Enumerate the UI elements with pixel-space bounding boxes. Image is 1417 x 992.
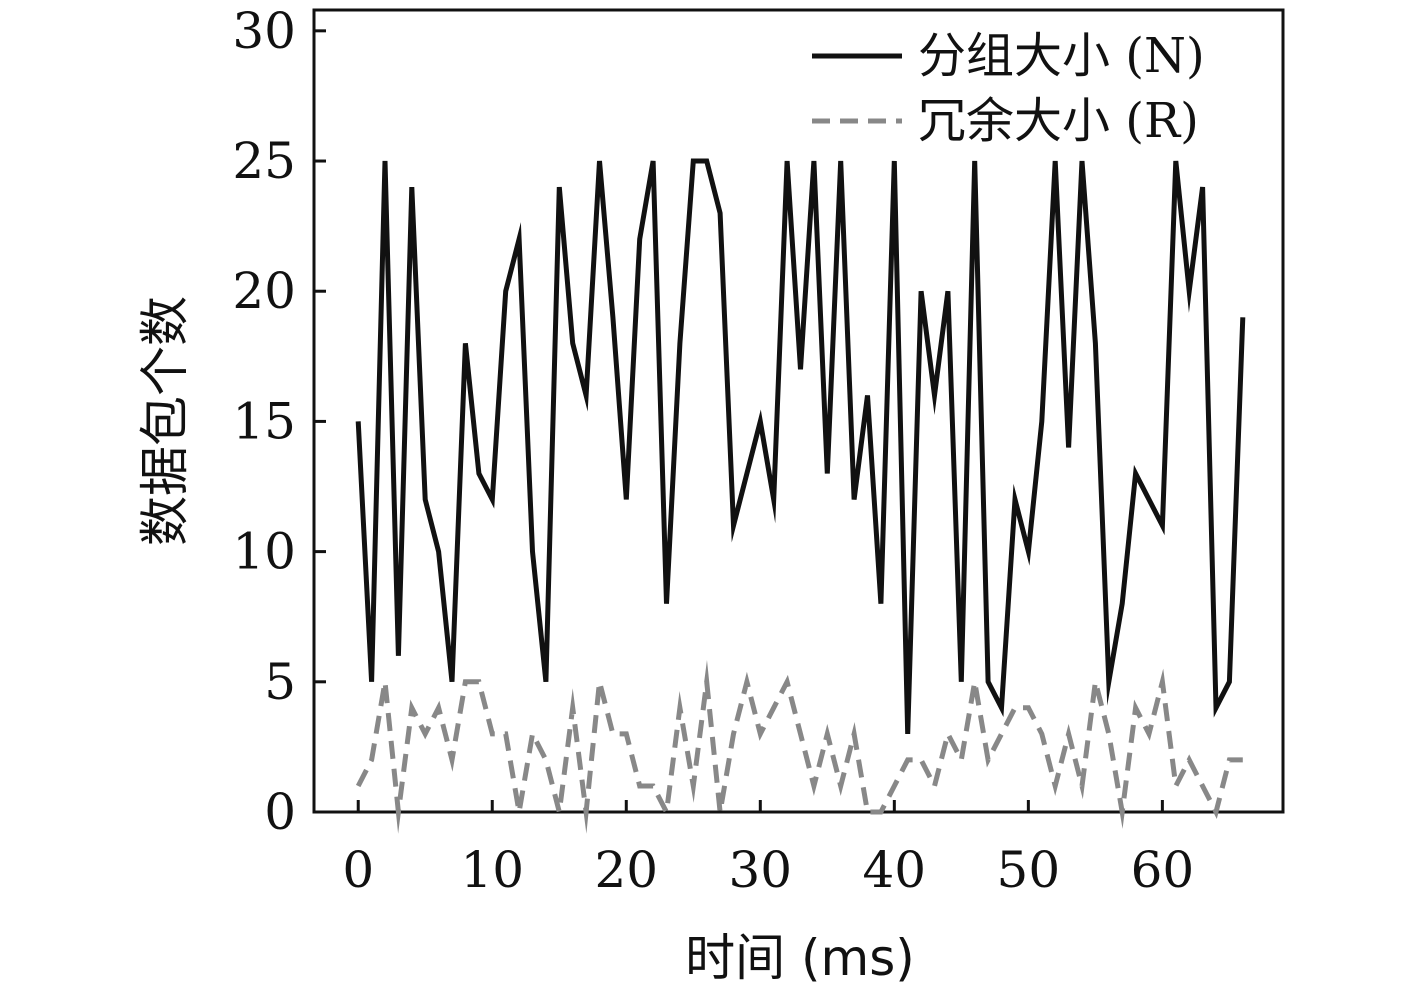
y-tick-label: 20 (232, 262, 296, 320)
legend: 分组大小 (N) 冗余大小 (R) (812, 28, 1205, 149)
x-tick-label: 10 (460, 841, 524, 899)
x-axis-title: 时间 (ms) (685, 929, 915, 987)
x-tick-label: 60 (1131, 841, 1195, 899)
plot-frame (312, 8, 1285, 814)
x-tick-label: 20 (594, 841, 658, 899)
series-layer (355, 158, 1246, 834)
x-tick-label: 40 (863, 841, 927, 899)
y-tick-label: 10 (232, 523, 296, 581)
series-line-n (355, 158, 1246, 734)
y-tick-label: 30 (232, 2, 296, 60)
x-tick-label: 30 (728, 841, 792, 899)
series-line-r (355, 660, 1243, 834)
y-tick-label: 25 (232, 132, 296, 190)
x-tick-label: 0 (342, 841, 374, 899)
y-tick-label: 15 (232, 392, 296, 450)
y-tick-label: 0 (264, 783, 296, 841)
y-tick-label: 5 (264, 653, 296, 711)
x-tick-label: 50 (997, 841, 1061, 899)
y-axis: 0 5 10 15 20 25 30 (232, 2, 326, 841)
legend-label-r: 冗余大小 (R) (918, 93, 1199, 149)
x-axis: 0 10 20 30 40 50 60 (342, 800, 1194, 899)
legend-label-n: 分组大小 (N) (918, 28, 1205, 84)
y-axis-title: 数据包个数 (136, 296, 194, 546)
